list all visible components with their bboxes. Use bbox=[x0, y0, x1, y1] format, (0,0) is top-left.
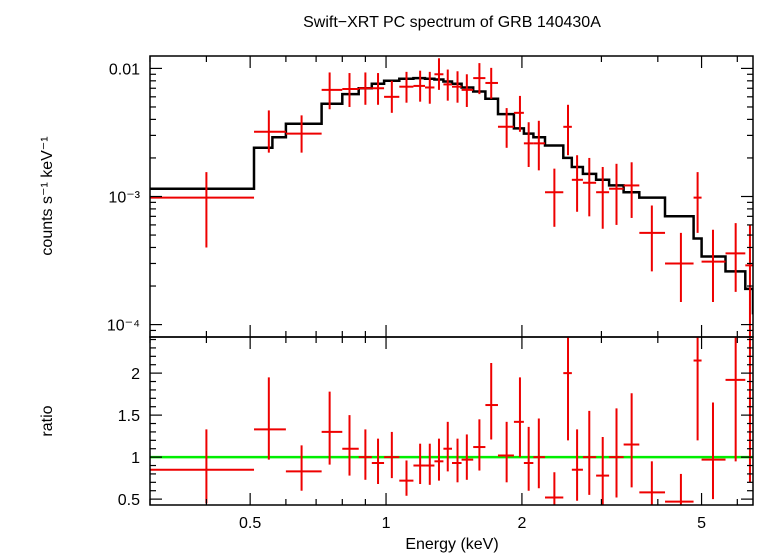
ratio-point bbox=[425, 443, 435, 485]
model-step-line bbox=[150, 76, 753, 315]
y-tick-label: 1.5 bbox=[118, 408, 140, 425]
data-point bbox=[443, 69, 453, 101]
data-point bbox=[725, 223, 746, 292]
ratio-point bbox=[452, 438, 462, 483]
y-tick-label: 2 bbox=[131, 366, 140, 383]
data-point bbox=[254, 110, 286, 153]
ratio-point bbox=[582, 410, 597, 495]
ratio-point bbox=[285, 445, 322, 491]
ratio-point bbox=[485, 363, 498, 440]
x-tick-label: 1 bbox=[382, 515, 391, 532]
data-point bbox=[461, 74, 474, 107]
x-axis-label: Energy (keV) bbox=[405, 536, 498, 553]
ratio-axis-label: ratio bbox=[39, 405, 56, 436]
ratio-point bbox=[434, 438, 444, 481]
x-tick-label: 5 bbox=[697, 515, 706, 532]
data-point bbox=[745, 224, 753, 337]
ratio-point bbox=[701, 402, 726, 500]
data-point bbox=[371, 73, 385, 105]
ratio-y-ticks: 0.5 1 1.5 2 bbox=[118, 338, 753, 509]
data-point bbox=[425, 71, 435, 104]
model-curve bbox=[150, 76, 753, 315]
ratio-point bbox=[609, 408, 624, 498]
y-tick-label: 0.5 bbox=[118, 492, 140, 509]
data-point bbox=[523, 122, 534, 167]
data-point bbox=[150, 172, 255, 248]
data-point bbox=[452, 71, 462, 103]
data-point bbox=[701, 229, 726, 303]
ratio-point bbox=[748, 337, 751, 483]
ratio-points bbox=[150, 337, 751, 505]
y-tick-label: 0.01 bbox=[109, 61, 140, 78]
data-point bbox=[596, 166, 610, 229]
data-point bbox=[545, 168, 564, 227]
data-point bbox=[473, 63, 486, 95]
ratio-point bbox=[693, 337, 702, 441]
ratio-point bbox=[533, 418, 546, 489]
data-point bbox=[693, 172, 702, 233]
data-point bbox=[513, 95, 524, 132]
y-axis-ticks: 0.01 10⁻³ 10⁻⁴ bbox=[107, 61, 753, 338]
data-point bbox=[623, 162, 640, 218]
data-point bbox=[639, 205, 666, 272]
ratio-point bbox=[358, 429, 372, 480]
ratio-point bbox=[371, 438, 385, 484]
data-point bbox=[399, 71, 414, 103]
x-tick-label: 2 bbox=[517, 515, 526, 532]
y-axis-label: counts s⁻¹ keV⁻¹ bbox=[39, 136, 56, 255]
ratio-point bbox=[399, 460, 414, 496]
ratio-point bbox=[623, 393, 640, 488]
ratio-point bbox=[725, 337, 746, 462]
ratio-point bbox=[254, 377, 286, 460]
ratio-point bbox=[473, 419, 486, 471]
ratio-point bbox=[571, 429, 583, 501]
data-point bbox=[571, 155, 583, 212]
data-point bbox=[485, 67, 498, 99]
spectrum-panel: 0.01 10⁻³ 10⁻⁴ counts s⁻¹ keV⁻¹ bbox=[39, 55, 754, 338]
chart-title: Swift−XRT PC spectrum of GRB 140430A bbox=[303, 14, 601, 31]
ratio-panel: 0.5 1 1.5 2 0.5 1 2 5 ratio Energy (keV) bbox=[39, 336, 754, 553]
data-point bbox=[321, 72, 343, 110]
ratio-point bbox=[513, 377, 524, 458]
data-point bbox=[563, 104, 572, 156]
data-point bbox=[434, 58, 444, 90]
data-point bbox=[665, 232, 694, 303]
data-point bbox=[384, 80, 400, 113]
ratio-point bbox=[321, 391, 343, 465]
x-axis-ticks-top bbox=[149, 56, 738, 337]
ratio-point bbox=[497, 421, 514, 483]
x-axis-ticks: 0.5 1 2 5 bbox=[149, 337, 738, 532]
ratio-point bbox=[639, 461, 666, 505]
ratio-point bbox=[461, 434, 474, 480]
ratio-point bbox=[665, 473, 694, 505]
data-point bbox=[497, 108, 514, 148]
ratio-point bbox=[523, 426, 534, 491]
ratio-point bbox=[443, 421, 453, 472]
data-point bbox=[413, 70, 426, 102]
ratio-point bbox=[563, 337, 572, 441]
data-point bbox=[533, 120, 546, 171]
data-point bbox=[582, 157, 597, 217]
data-point bbox=[285, 115, 322, 153]
ratio-point bbox=[342, 415, 359, 476]
ratio-point bbox=[545, 472, 564, 505]
data-points bbox=[150, 58, 753, 337]
y-tick-label: 10⁻⁴ bbox=[107, 318, 140, 335]
ratio-point bbox=[150, 429, 255, 504]
y-tick-label: 10⁻³ bbox=[108, 190, 140, 207]
x-tick-label: 0.5 bbox=[239, 515, 261, 532]
y-tick-label: 1 bbox=[131, 450, 140, 467]
ratio-point bbox=[384, 431, 400, 479]
ratio-point bbox=[596, 436, 610, 505]
data-point bbox=[358, 72, 372, 105]
data-point bbox=[609, 163, 624, 225]
ratio-point bbox=[413, 443, 426, 484]
ratio-frame bbox=[149, 336, 754, 506]
data-point bbox=[342, 73, 359, 107]
